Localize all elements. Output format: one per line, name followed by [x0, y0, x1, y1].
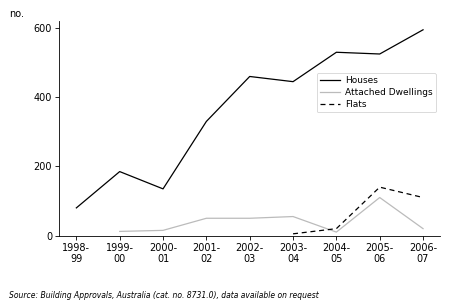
- Text: Source: Building Approvals, Australia (cat. no. 8731.0), data available on reque: Source: Building Approvals, Australia (c…: [9, 291, 319, 300]
- Legend: Houses, Attached Dwellings, Flats: Houses, Attached Dwellings, Flats: [316, 73, 436, 112]
- Y-axis label: no.: no.: [10, 9, 25, 19]
